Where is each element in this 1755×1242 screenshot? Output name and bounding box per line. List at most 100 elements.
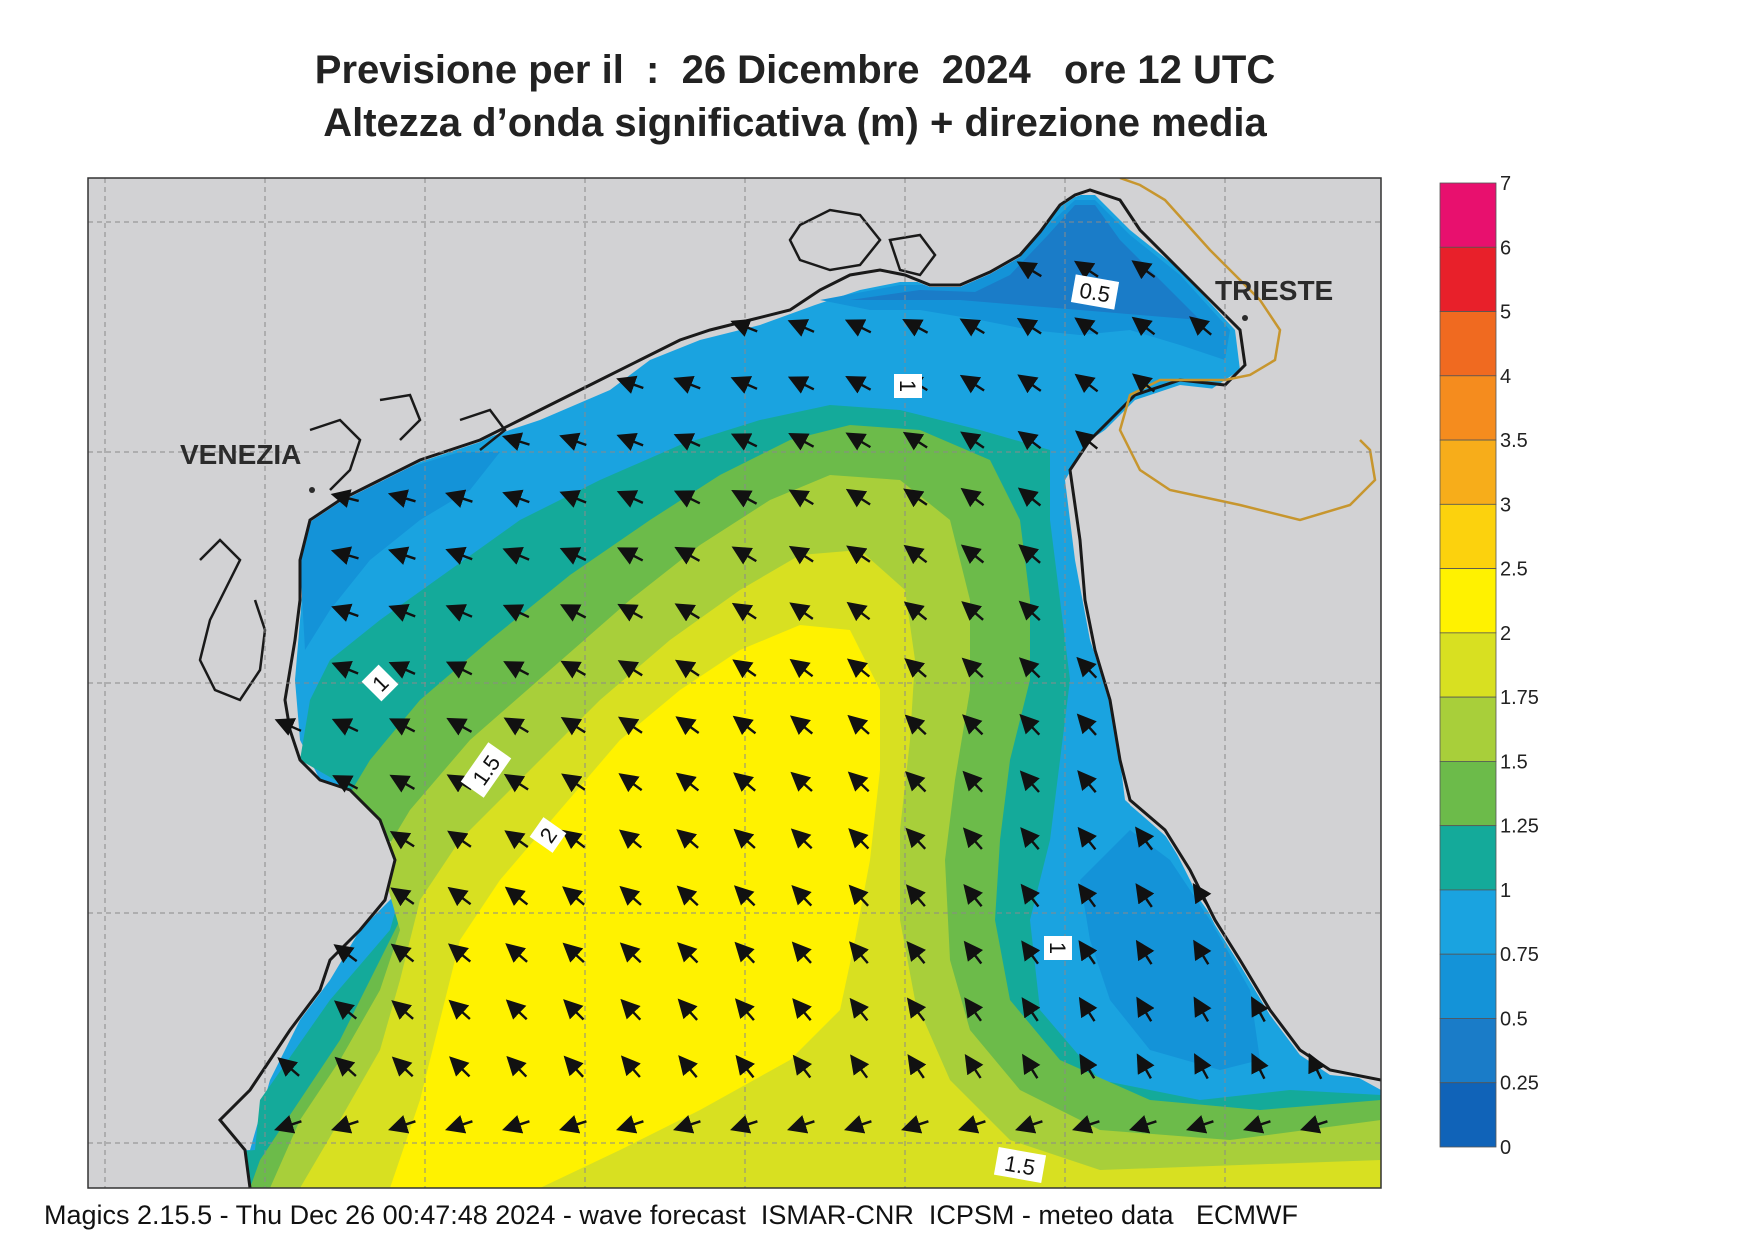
wave-direction-arrows [274, 260, 1328, 1134]
contour-label: 0.5 [1078, 278, 1112, 308]
direction-arrow [1073, 260, 1099, 280]
direction-arrow [445, 661, 473, 679]
direction-arrow [389, 718, 416, 736]
colorbar-swatch [1439, 375, 1497, 441]
direction-arrow [905, 884, 926, 907]
direction-arrow [847, 714, 870, 735]
direction-arrow [1308, 1052, 1326, 1080]
direction-arrow [503, 717, 529, 736]
direction-arrow [904, 658, 927, 678]
direction-arrow [1020, 883, 1041, 908]
direction-arrow [903, 544, 928, 565]
direction-arrow [446, 717, 473, 736]
direction-arrow [1016, 317, 1042, 337]
direction-arrow [332, 775, 359, 793]
direction-arrow [445, 1115, 473, 1134]
direction-arrow [673, 375, 701, 394]
direction-arrow [1079, 1053, 1098, 1079]
direction-arrow [675, 772, 700, 793]
country-border [1118, 178, 1377, 522]
direction-arrow [845, 488, 871, 508]
direction-arrow [902, 431, 928, 451]
lagoon-islands [198, 208, 937, 702]
direction-arrow [964, 1053, 984, 1079]
colorbar-tick-label: 0.75 [1500, 944, 1539, 966]
direction-arrow [678, 1055, 698, 1078]
band-2-2.5 [390, 625, 880, 1188]
colorbar-tick-label: 6 [1500, 237, 1511, 259]
direction-arrow [846, 601, 871, 622]
direction-arrow [1074, 430, 1099, 450]
colorbar-tick-label: 2.5 [1500, 559, 1528, 581]
direction-arrow [502, 1115, 530, 1134]
colorbar-tick-label: 7 [1500, 173, 1511, 195]
direction-arrow [673, 433, 701, 451]
direction-arrow [735, 1054, 755, 1079]
direction-arrow [907, 1054, 927, 1079]
direction-arrow [850, 1054, 870, 1079]
direction-arrow [1189, 316, 1212, 336]
colorbar-tick-label: 0 [1500, 1137, 1511, 1159]
direction-arrow [959, 374, 985, 394]
direction-arrow [562, 886, 585, 906]
direction-arrow [331, 1115, 359, 1134]
direction-arrow [730, 318, 758, 337]
direction-arrow [1251, 1053, 1269, 1080]
map-border [87, 177, 1382, 1189]
direction-arrow [1019, 770, 1040, 793]
direction-arrow [505, 943, 528, 963]
direction-arrow [617, 547, 644, 565]
colorbar-tick-label: 1.75 [1500, 687, 1539, 709]
direction-arrow [1076, 656, 1098, 679]
direction-arrow [616, 375, 644, 394]
direction-arrow [788, 433, 815, 451]
direction-arrow [1074, 373, 1099, 394]
direction-arrow [561, 773, 586, 793]
city-label-trieste: TRIESTE [1215, 275, 1333, 306]
direction-arrow [731, 546, 757, 565]
direction-arrow [389, 774, 415, 793]
direction-arrow [731, 602, 757, 622]
colorbar-tick-label: 1.5 [1500, 751, 1528, 773]
direction-arrow [960, 487, 985, 508]
colorbar-swatch [1439, 568, 1497, 634]
direction-arrow [733, 772, 756, 792]
direction-arrow [730, 433, 758, 451]
direction-arrow [330, 546, 359, 565]
direction-arrow [503, 661, 530, 679]
city-marker-trieste [1242, 315, 1248, 321]
direction-arrow [788, 489, 814, 508]
direction-arrow [447, 943, 472, 963]
colorbar-tick-label: 3.5 [1500, 430, 1528, 452]
direction-arrow [333, 1000, 358, 1020]
direction-arrow [620, 1055, 641, 1078]
direction-arrow [1243, 1115, 1271, 1134]
direction-arrow [792, 1054, 813, 1079]
colorbar-swatch [1439, 825, 1497, 891]
direction-arrow [506, 1055, 528, 1078]
direction-arrow [677, 942, 699, 964]
direction-arrow [1018, 657, 1041, 679]
colorbar-tick-label: 1 [1500, 880, 1511, 902]
map-title-line1: Previsione per il : 26 Dicembre 2024 ore… [314, 48, 1276, 92]
map-frame: 0.5 1 1 1 1.5 2 [88, 178, 1381, 1188]
direction-arrow [1193, 996, 1212, 1022]
direction-arrow [788, 545, 814, 565]
direction-arrow [502, 604, 530, 622]
contour-label: 1.5 [1003, 1151, 1037, 1181]
direction-arrow [560, 717, 586, 736]
direction-arrow [388, 1115, 416, 1134]
direction-arrow [1072, 1115, 1100, 1134]
direction-arrow [1015, 1115, 1043, 1134]
direction-arrow [844, 1115, 872, 1134]
direction-arrow [1300, 1115, 1328, 1134]
direction-arrow [618, 829, 643, 850]
direction-arrow [619, 942, 642, 964]
direction-arrow [903, 488, 928, 508]
direction-arrow [330, 489, 359, 508]
direction-arrow [790, 828, 813, 850]
colorbar-tick-label: 5 [1500, 302, 1511, 324]
colorbar-swatch [1439, 1018, 1497, 1084]
direction-arrow [787, 319, 815, 337]
direction-arrow [618, 773, 643, 793]
